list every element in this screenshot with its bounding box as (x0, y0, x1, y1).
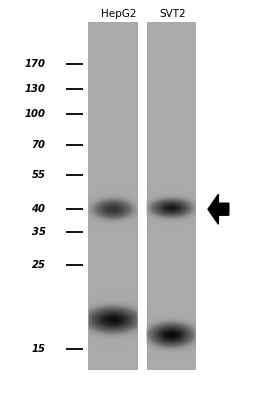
Text: 130: 130 (24, 84, 46, 94)
Text: 170: 170 (24, 59, 46, 69)
FancyArrow shape (208, 194, 229, 224)
Bar (147, 22, 196, 370)
Text: 100: 100 (24, 109, 46, 119)
Text: SVT2: SVT2 (160, 9, 186, 19)
Bar (88, 22, 138, 370)
Text: 25: 25 (31, 260, 46, 270)
Text: 35: 35 (31, 227, 46, 237)
Text: 55: 55 (31, 170, 46, 180)
Text: 40: 40 (31, 204, 46, 214)
Text: HepG2: HepG2 (101, 9, 136, 19)
Text: 70: 70 (31, 140, 46, 150)
Text: 15: 15 (31, 344, 46, 354)
